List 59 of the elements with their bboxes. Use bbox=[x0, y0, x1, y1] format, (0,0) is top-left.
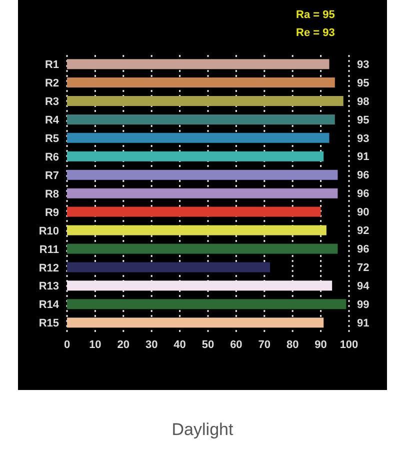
text: Ra = 95 bbox=[296, 8, 335, 23]
y-tick-label: R13 bbox=[38, 280, 59, 293]
data-label: 98 bbox=[357, 96, 370, 108]
bar bbox=[67, 132, 330, 143]
x-tick-label: 30 bbox=[145, 338, 158, 351]
y-tick-label: R10 bbox=[38, 225, 59, 238]
y-tick-label: R9 bbox=[44, 206, 59, 219]
data-label: 90 bbox=[357, 206, 370, 219]
y-tick-label: R15 bbox=[38, 318, 59, 330]
x-tick-label: 10 bbox=[89, 338, 102, 351]
bar bbox=[67, 188, 338, 198]
x-tick-label: 90 bbox=[314, 338, 327, 351]
bar bbox=[67, 262, 270, 272]
x-tick-label: 0 bbox=[64, 338, 70, 351]
bar bbox=[67, 299, 346, 310]
bar bbox=[67, 280, 332, 291]
bar bbox=[67, 244, 338, 254]
bar bbox=[67, 170, 338, 180]
x-tick-label: 40 bbox=[174, 338, 186, 351]
x-tick-label: 100 bbox=[340, 338, 358, 351]
text: Re = 93 bbox=[296, 26, 335, 41]
data-label: 99 bbox=[357, 298, 370, 311]
data-label: 91 bbox=[357, 151, 370, 164]
data-label: 92 bbox=[357, 225, 370, 238]
bar bbox=[67, 96, 344, 106]
bar bbox=[67, 59, 330, 70]
y-tick-label: R1 bbox=[44, 59, 59, 72]
data-label: 96 bbox=[357, 188, 370, 200]
bar bbox=[67, 114, 335, 124]
x-tick-label: 50 bbox=[202, 338, 214, 351]
data-label: 95 bbox=[357, 114, 370, 126]
bar bbox=[67, 151, 324, 162]
y-tick-label: R3 bbox=[44, 96, 59, 108]
data-label: 96 bbox=[357, 244, 370, 256]
x-tick-label: 60 bbox=[230, 338, 242, 351]
y-tick-label: R5 bbox=[44, 133, 59, 146]
data-label: 91 bbox=[357, 317, 370, 330]
y-tick-label: R6 bbox=[44, 151, 59, 164]
bar bbox=[67, 318, 324, 328]
y-tick-label: R11 bbox=[39, 244, 59, 256]
data-label: 95 bbox=[357, 77, 370, 90]
data-label: 94 bbox=[357, 280, 370, 293]
data-label: 93 bbox=[357, 132, 370, 145]
x-tick-label: 20 bbox=[117, 338, 130, 351]
x-tick-label: 70 bbox=[258, 338, 271, 351]
data-label: 96 bbox=[357, 170, 370, 182]
data-label: 93 bbox=[357, 58, 370, 71]
y-tick-label: R8 bbox=[44, 188, 59, 200]
bar bbox=[67, 206, 321, 217]
bar bbox=[67, 78, 335, 88]
data-label: 72 bbox=[357, 262, 370, 274]
y-tick-label: R4 bbox=[44, 114, 60, 127]
y-tick-label: R2 bbox=[44, 78, 59, 90]
x-tick-label: 80 bbox=[286, 338, 299, 351]
bar bbox=[67, 225, 326, 236]
y-tick-label: R7 bbox=[44, 170, 59, 182]
y-tick-label: R14 bbox=[38, 299, 60, 312]
y-tick-label: R12 bbox=[38, 262, 59, 274]
text: Daylight bbox=[170, 420, 234, 440]
